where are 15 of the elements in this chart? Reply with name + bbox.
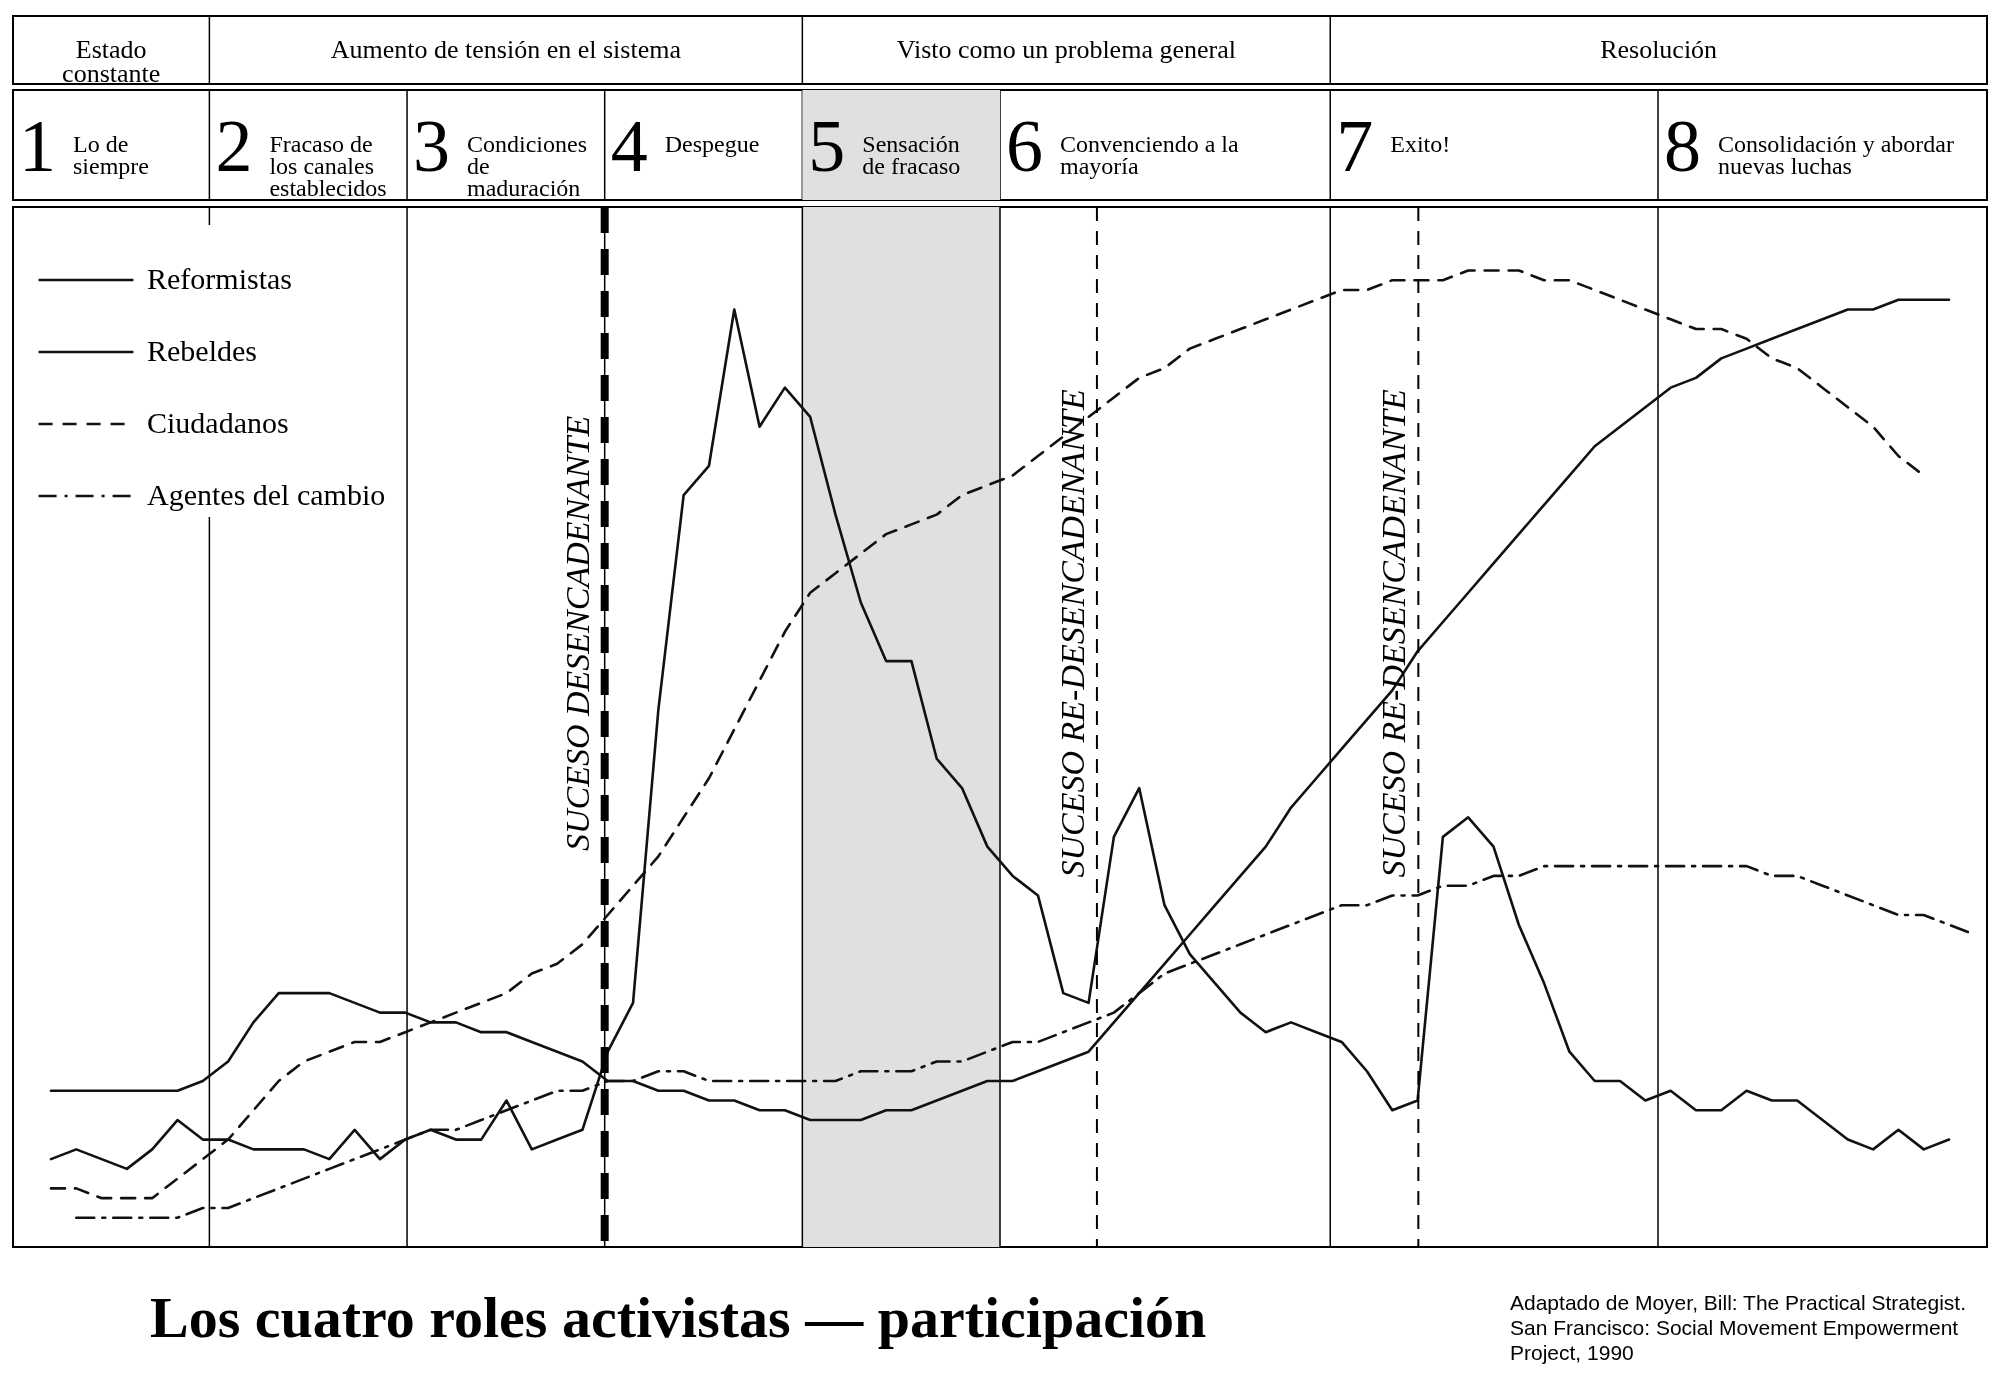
text: Adaptado de Moyer, Bill: The Practical Strategist. San Francisco: Social Movement Empowerment Project, 1990 <box>1510 1290 1967 1365</box>
text: 7 Exito! <box>1336 105 1451 187</box>
text: 4 Despegue <box>610 105 760 187</box>
legend-label: Reformistas <box>147 262 292 295</box>
text: Visto como un problema general <box>896 35 1236 64</box>
text: Estado constante <box>62 35 161 88</box>
text: Resolución <box>1600 35 1718 64</box>
text: Aumento de tensión en el sistema <box>330 35 682 64</box>
legend-label: Agentes del cambio <box>147 478 386 511</box>
annotation: SUCESO RE-DESENCADENANTE <box>1053 389 1091 878</box>
text: Los cuatro roles activistas — participación <box>150 1284 1207 1351</box>
legend-label: Rebeldes <box>147 334 257 367</box>
annotation: SUCESO RE-DESENCADENANTE <box>1375 389 1413 878</box>
annotation: SUCESO DESENCADENANTE <box>558 415 596 852</box>
legend-label: Ciudadanos <box>147 406 289 439</box>
